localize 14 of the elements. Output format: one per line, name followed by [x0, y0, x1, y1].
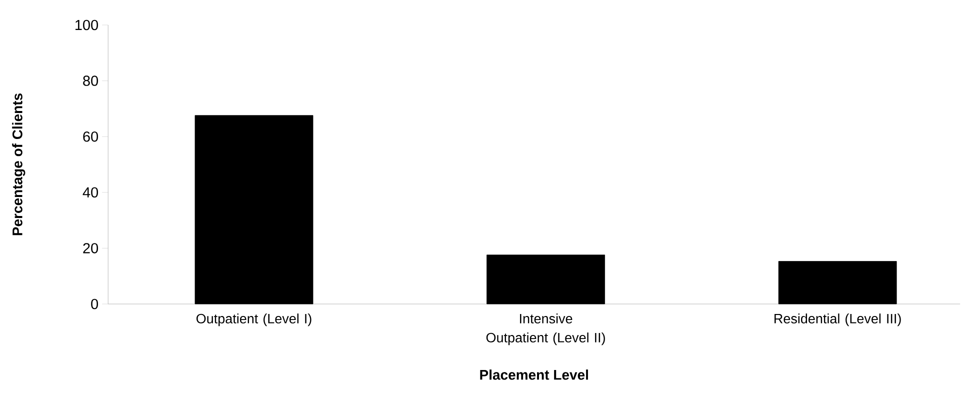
y-tick-label: 40 [82, 187, 98, 198]
bar [486, 254, 605, 304]
x-tick-label: Intensive Outpatient (Level II) [486, 314, 605, 346]
y-axis-title: Percentage of Clients [12, 94, 26, 236]
bar [778, 261, 897, 304]
y-tick-label: 80 [83, 76, 98, 86]
x-tick-label: Outpatient (Level I) [196, 314, 312, 326]
x-axis-title: Placement Level [480, 370, 588, 380]
y-tick-label: 100 [76, 20, 98, 30]
y-tick-label: 60 [83, 131, 98, 142]
y-tick-label: 0 [91, 298, 98, 310]
bar [194, 115, 314, 304]
y-tick-label: 20 [83, 243, 98, 254]
x-tick-label: Residential (Level III) [774, 314, 901, 326]
